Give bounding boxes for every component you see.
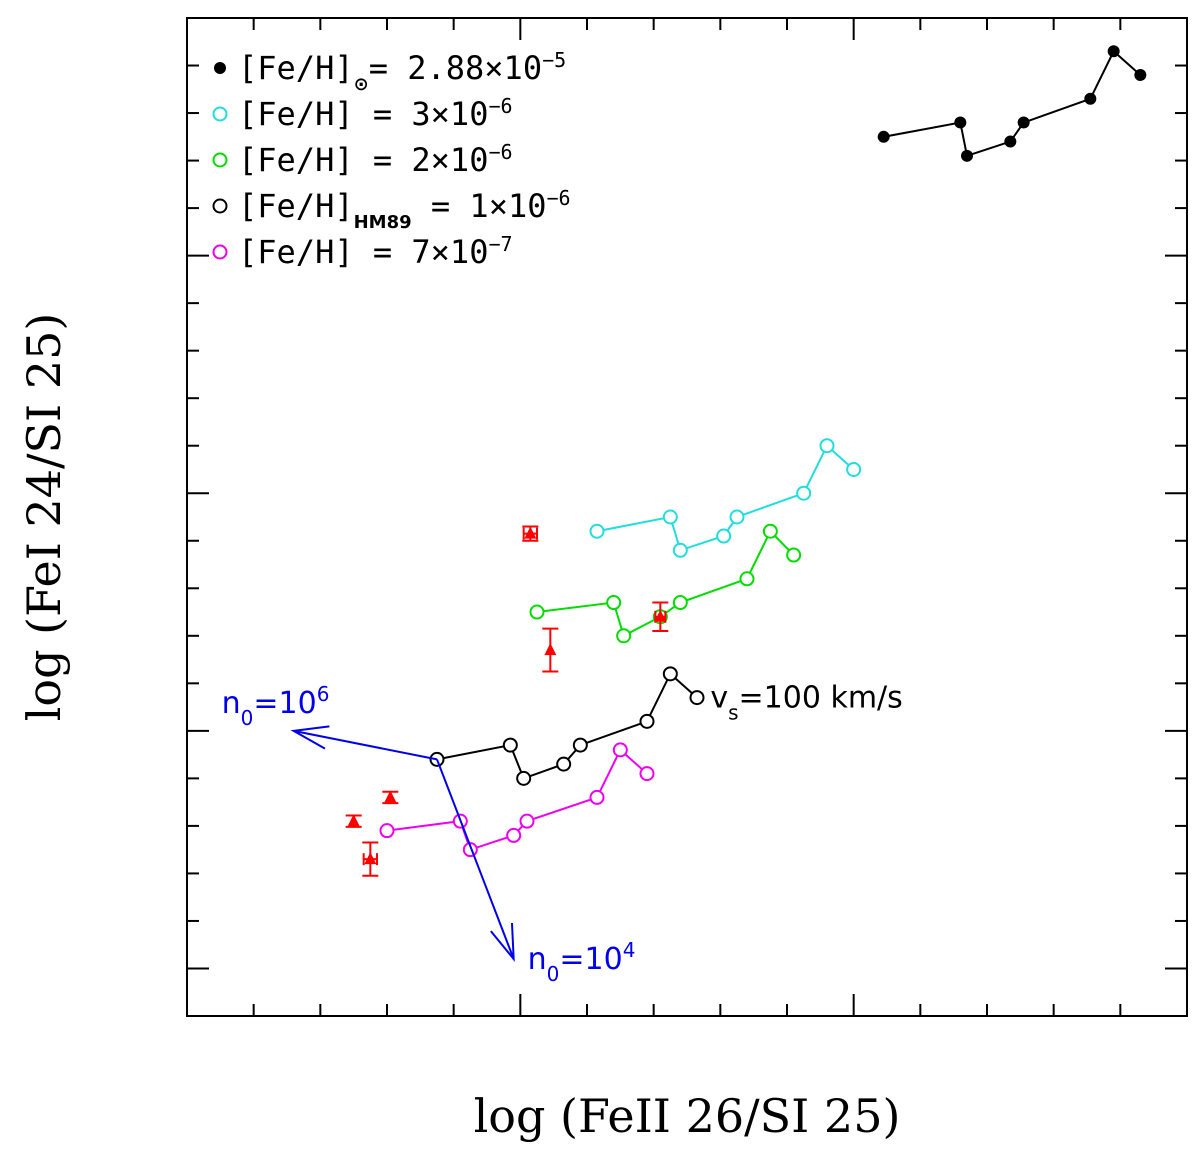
legend-label: [Fe/H] — [238, 141, 354, 179]
data-point — [556, 756, 572, 772]
legend-value: = 3×10 — [354, 95, 489, 133]
data-point — [729, 509, 745, 525]
label-exponent: 4 — [623, 938, 636, 962]
data-point — [1004, 135, 1017, 148]
data-point — [572, 737, 588, 753]
legend-exponent: −7 — [488, 232, 512, 256]
data-point — [739, 571, 755, 587]
data-point — [379, 823, 395, 839]
series-layer — [379, 45, 1147, 858]
legend-value: = 2.88×10 — [369, 49, 542, 87]
legend-marker — [212, 106, 228, 122]
legend-value: = 2×10 — [354, 141, 489, 179]
data-point — [961, 149, 973, 162]
data-point — [589, 789, 605, 805]
legend-exponent: −5 — [542, 48, 566, 72]
legend-entry: [Fe/H]⊙= 2.88×10−5 — [238, 48, 566, 95]
y-axis-title: log (FeI 24/SI 25) — [17, 313, 71, 722]
data-point — [639, 766, 655, 782]
observations-layer — [345, 525, 669, 877]
observation-marker — [544, 643, 557, 656]
x-axis-title: log (FeII 26/SI 25) — [474, 1089, 901, 1143]
label-exponent: 6 — [317, 682, 330, 706]
density-arrow-shaft — [436, 759, 515, 960]
data-point — [672, 542, 688, 558]
label-subscript: 0 — [547, 962, 560, 986]
data-point — [639, 713, 655, 729]
density-arrow-shaft — [293, 729, 438, 761]
legend-subscript: ⊙ — [354, 74, 369, 95]
legend-marker — [212, 152, 228, 168]
legend: [Fe/H]⊙= 2.88×10−5[Fe/H] = 3×10−6[Fe/H] … — [212, 48, 571, 271]
label-base: n — [528, 942, 547, 977]
data-point — [502, 737, 518, 753]
legend-marker — [214, 62, 226, 74]
data-point — [506, 827, 522, 843]
legend-exponent: −6 — [488, 140, 512, 164]
data-point — [689, 690, 705, 706]
label-base: n — [222, 686, 241, 721]
legend-exponent: −6 — [488, 94, 512, 118]
arrowhead — [290, 725, 330, 750]
legend-label: [Fe/H] — [238, 49, 354, 87]
density-arrow-label: n0=106 — [222, 682, 330, 730]
legend-label: [Fe/H] — [238, 95, 354, 133]
data-point — [954, 116, 967, 129]
observation-marker — [524, 526, 537, 539]
legend-label: [Fe/H] — [238, 233, 354, 271]
data-point — [516, 770, 532, 786]
data-point — [529, 604, 545, 620]
legend-marker — [212, 198, 228, 214]
data-point — [716, 528, 732, 544]
legend-entry: [Fe/H] = 2×10−6 — [238, 140, 513, 179]
data-point — [762, 523, 778, 539]
data-point — [819, 438, 835, 454]
legend-exponent: −6 — [546, 186, 570, 210]
data-point — [589, 523, 605, 539]
legend-subscript: HM89 — [354, 212, 412, 233]
data-point — [662, 666, 678, 682]
velocity-end-label: vs=100 km/s — [710, 681, 902, 725]
data-point — [616, 628, 632, 644]
label-text: =100 km/s — [739, 681, 903, 716]
observation-marker — [654, 609, 667, 622]
label-text: =10 — [253, 686, 316, 721]
label-text: =10 — [559, 942, 622, 977]
data-point — [672, 595, 688, 611]
density-arrow-label: n0=104 — [528, 938, 636, 986]
data-point — [1134, 69, 1147, 82]
data-point — [846, 461, 862, 477]
legend-entry: [Fe/H] = 7×10−7 — [238, 232, 513, 271]
data-point — [786, 547, 802, 563]
data-point — [612, 742, 628, 758]
observation-marker — [364, 852, 377, 865]
arrowhead — [490, 922, 515, 962]
legend-marker — [212, 244, 228, 260]
data-point — [519, 813, 535, 829]
label-base: v — [710, 681, 728, 716]
observation-marker — [384, 790, 397, 803]
data-point — [1084, 92, 1097, 105]
observation-marker — [347, 814, 360, 827]
legend-value: = 1×10 — [412, 187, 547, 225]
data-point — [662, 509, 678, 525]
plot-frame — [186, 17, 1188, 1017]
label-subscript: 0 — [241, 706, 254, 730]
data-point — [796, 485, 812, 501]
annotations-layer: vs=100 km/s — [710, 681, 902, 725]
legend-label: [Fe/H] — [238, 187, 354, 225]
data-point — [1017, 116, 1030, 129]
legend-value: = 7×10 — [354, 233, 489, 271]
legend-entry: [Fe/H]HM89 = 1×10−6 — [238, 186, 571, 233]
label-subscript: s — [728, 701, 738, 725]
data-point — [606, 595, 622, 611]
data-point — [1107, 45, 1120, 58]
data-point — [877, 130, 890, 143]
legend-entry: [Fe/H] = 3×10−6 — [238, 94, 513, 133]
axis-ticks — [186, 17, 1188, 1017]
